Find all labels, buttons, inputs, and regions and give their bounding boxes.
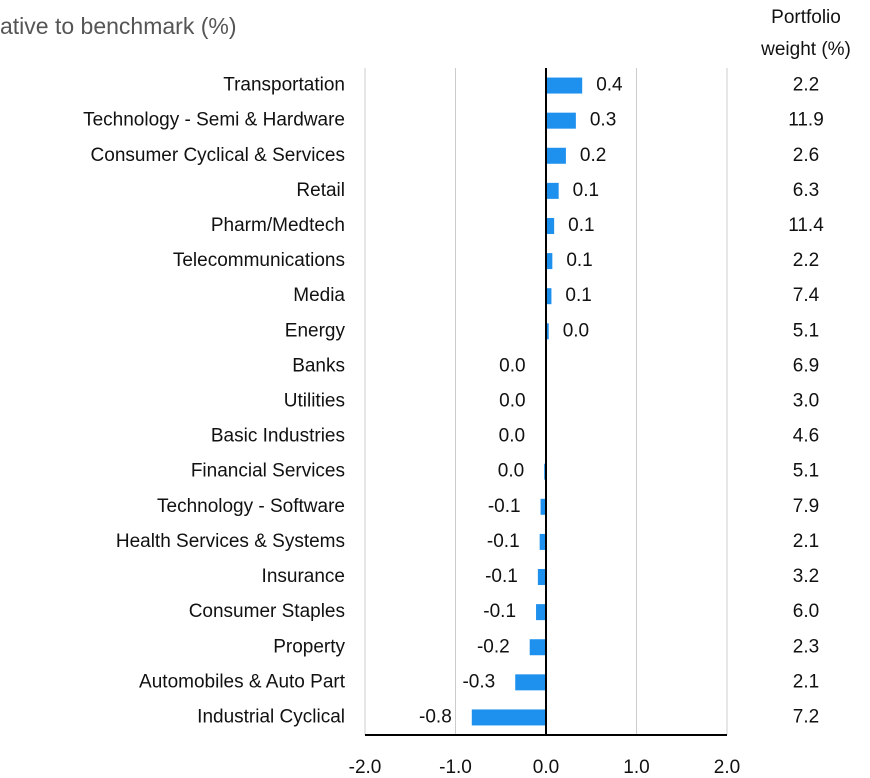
weight-label: 6.9 [793,355,819,376]
category-label: Telecommunications [173,250,345,271]
value-label: 0.4 [596,75,623,96]
bar [471,709,546,726]
category-label: Health Services & Systems [116,531,345,552]
category-label: Technology - Software [157,496,345,517]
bar [546,253,553,270]
value-label: 0.1 [568,215,594,236]
value-label: -0.2 [477,636,510,657]
value-label: 0.1 [565,285,591,306]
weight-label: 3.0 [793,391,819,412]
value-label: -0.3 [462,671,495,692]
x-tick-label: -2.0 [349,757,382,778]
x-tick-label: 0.0 [533,757,559,778]
weight-label: 4.6 [793,426,819,447]
value-label: 0.0 [499,426,525,447]
value-label: -0.1 [483,601,516,622]
weight-label: 5.1 [793,461,819,482]
bar [537,569,546,586]
bar [536,604,546,621]
value-label: 0.1 [573,180,599,201]
category-label: Media [293,285,345,306]
category-label: Financial Services [191,461,345,482]
category-label: Insurance [262,566,345,587]
value-label: 0.1 [566,250,592,271]
category-label: Automobiles & Auto Part [139,671,346,692]
value-label: -0.1 [485,566,518,587]
x-tick-label: 2.0 [714,757,740,778]
weight-label: 2.6 [793,145,819,166]
bar [515,674,546,691]
x-tick-label: -1.0 [439,757,472,778]
category-label: Consumer Cyclical & Services [91,145,345,166]
category-label: Consumer Staples [189,601,345,622]
bar [546,288,552,305]
value-label: -0.8 [419,706,452,727]
category-label: Technology - Semi & Hardware [83,110,345,131]
weight-label: 6.3 [793,180,819,201]
bar [546,112,576,129]
category-label: Property [273,636,345,657]
category-label: Utilities [284,391,345,412]
weight-label: 2.1 [793,671,819,692]
weight-label: 7.4 [793,285,820,306]
weight-label: 2.1 [793,531,819,552]
weight-label: 11.9 [788,110,824,131]
category-label: Retail [296,180,345,201]
value-label: 0.2 [580,145,606,166]
weight-label: 7.9 [793,496,819,517]
bar [546,147,566,164]
weight-label: 2.3 [793,636,819,657]
bar [546,323,549,340]
weight-label: 5.1 [793,320,819,341]
weight-header: Portfolio [771,7,841,28]
bar [529,639,546,656]
weight-label: 7.2 [793,706,819,727]
bar [546,77,583,94]
value-label: -0.1 [488,496,521,517]
weight-label: 11.4 [788,215,824,236]
category-label: Pharm/Medtech [211,215,345,236]
value-label: -0.1 [487,531,520,552]
weight-label: 2.2 [793,75,819,96]
subtitle: ative to benchmark (%) [0,13,236,39]
bar [546,182,559,199]
value-label: 0.3 [590,110,616,131]
weight-label: 2.2 [793,250,819,271]
category-label: Energy [285,320,346,341]
value-label: 0.0 [563,320,589,341]
value-label: 0.0 [498,461,524,482]
weight-label: 6.0 [793,601,819,622]
value-label: 0.0 [499,391,525,412]
category-label: Banks [292,355,345,376]
category-label: Industrial Cyclical [197,706,345,727]
value-label: 0.0 [499,355,525,376]
x-tick-label: 1.0 [623,757,649,778]
weight-header: weight (%) [760,39,851,60]
weight-label: 3.2 [793,566,819,587]
bar [546,217,555,234]
category-label: Transportation [223,75,345,96]
category-label: Basic Industries [211,426,345,447]
bar [540,498,546,515]
bar [539,533,546,550]
